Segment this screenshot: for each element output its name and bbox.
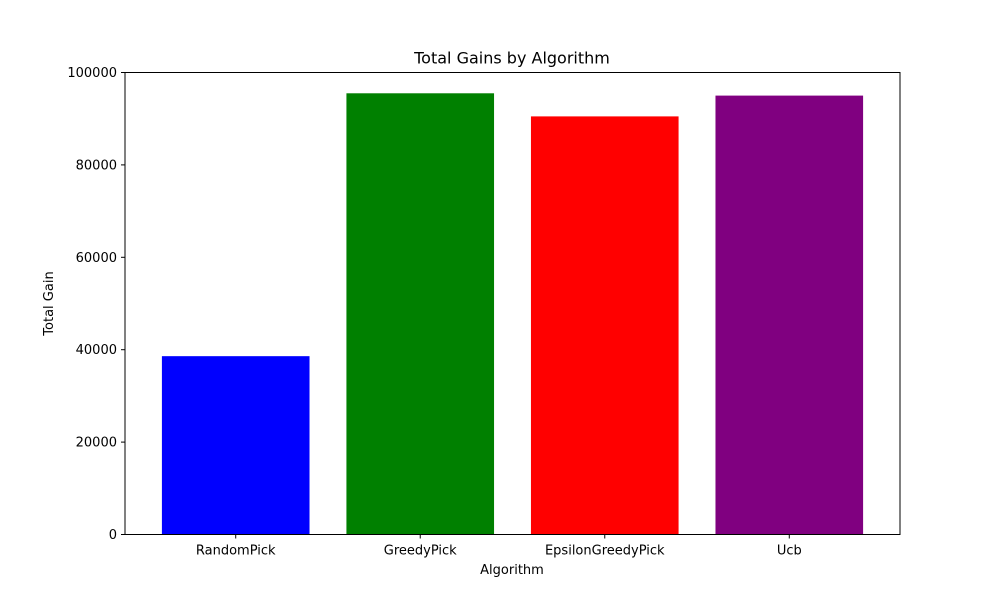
y-tick-label: 20000 (76, 436, 117, 451)
bars-layer (161, 93, 864, 535)
y-axis-label: Total Gain (42, 271, 57, 336)
x-tick-label: GreedyPick (384, 544, 457, 559)
x-tick-label: EpsilonGreedyPick (545, 544, 665, 559)
y-tick-label: 60000 (76, 251, 117, 266)
x-tick-label: RandomPick (196, 544, 276, 559)
x-tick-label: Ucb (777, 544, 802, 559)
y-tick-label: 100000 (67, 66, 117, 81)
x-axis: RandomPick GreedyPick EpsilonGreedyPick Ucb (196, 534, 802, 559)
y-tick-label: 80000 (76, 158, 117, 173)
bar-epsilongreedypick (530, 116, 679, 535)
bar-greedypick (346, 93, 495, 535)
chart-title: Total Gains by Algorithm (413, 49, 610, 68)
y-tick-label: 40000 (76, 343, 117, 358)
y-axis: 0 20000 40000 60000 80000 100000 (67, 66, 125, 543)
bar-ucb (715, 95, 864, 535)
x-axis-label: Algorithm (480, 563, 544, 578)
plot-frame (124, 72, 901, 535)
y-tick-label: 0 (109, 528, 117, 543)
bar-randompick (161, 356, 310, 535)
